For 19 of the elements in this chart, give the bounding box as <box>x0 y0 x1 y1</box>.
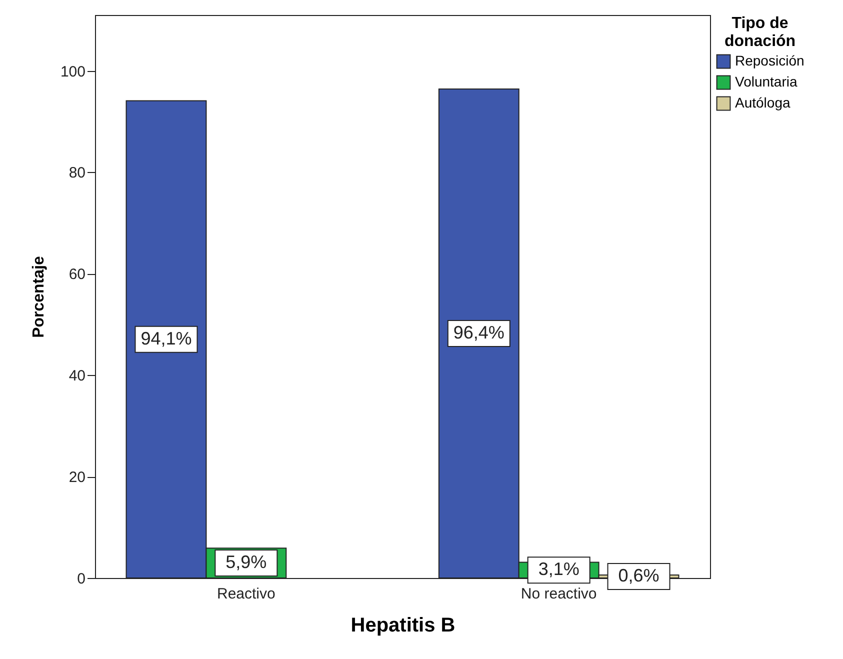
legend-label: Reposición <box>735 52 804 68</box>
x-tick-label: No reactivo <box>520 586 597 602</box>
x-axis-title: Hepatitis B <box>350 614 456 636</box>
y-tick-label: 40 <box>68 368 86 385</box>
data-label: 5,9% <box>226 552 267 572</box>
y-tick-label: 100 <box>60 63 86 80</box>
legend-label: Autóloga <box>735 94 790 110</box>
data-label: 3,1% <box>538 559 580 580</box>
data-label: 0,6% <box>618 565 660 586</box>
x-tick-label: Reactivo <box>216 586 276 602</box>
data-label: 96,4% <box>453 322 504 343</box>
data-label: 94,1% <box>140 328 192 348</box>
y-axis-title: Porcentaje <box>30 256 48 338</box>
legend-label: Voluntaria <box>735 74 798 90</box>
y-tick-label: 60 <box>68 266 86 284</box>
legend-title: Tipo de donación <box>724 15 796 50</box>
y-tick-label: 0 <box>77 570 86 588</box>
y-tick-label: 80 <box>68 164 86 182</box>
y-tick-label: 20 <box>68 469 86 486</box>
